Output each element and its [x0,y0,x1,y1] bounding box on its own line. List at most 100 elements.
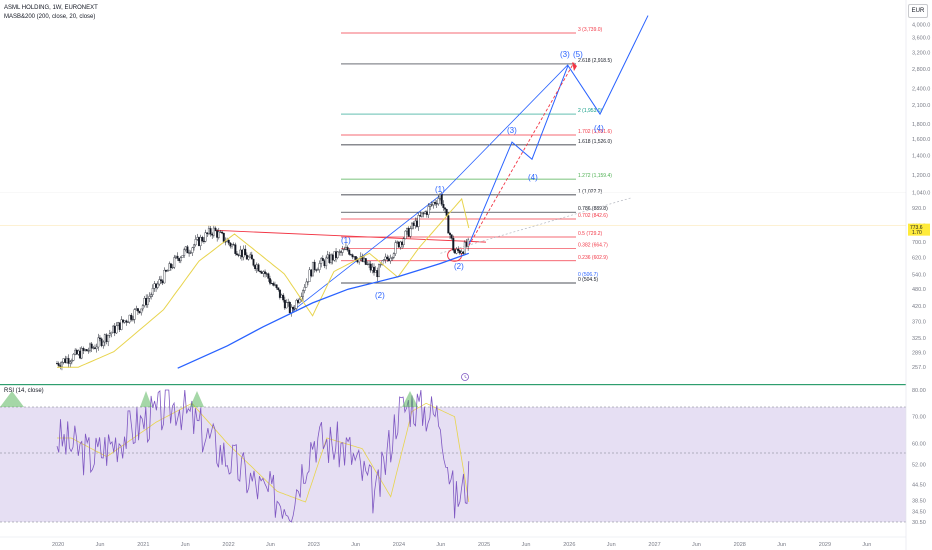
candle-body [315,269,318,271]
candle-body [260,271,263,274]
wave-label: (2) [375,291,385,300]
price-tick-label: 620.0 [912,255,926,261]
rsi-overbought-fill [190,391,204,407]
candle-body [254,265,257,270]
candle-body [424,211,427,214]
projection-path [468,15,649,246]
rsi-legend[interactable]: RSI (14, close) [4,388,44,394]
candle-body [140,308,143,314]
time-tick-label: 2024 [393,542,405,548]
candle-body [402,238,405,245]
candle-body [207,228,210,234]
drawings[interactable] [213,194,633,313]
candle-body [420,213,423,217]
rsi-line [56,389,470,523]
candle-body [307,281,309,283]
rsi-tick-label: 60.00 [912,441,926,447]
candle-body [94,347,96,349]
candle-body [97,337,100,348]
candle-body [463,241,466,254]
candle-body [391,257,394,259]
candle-body [204,232,207,242]
time-tick-label: Jun [96,542,105,548]
candle-body [412,222,415,226]
candle-body [82,348,85,351]
candle-body [427,206,430,215]
candle-body [338,251,341,253]
fib-label: 0.382 (664.7) [578,243,608,249]
candle-body [227,239,230,244]
candle-body [425,211,428,215]
candle-body [98,337,101,340]
candle-body [138,310,141,314]
candle-body [115,325,118,334]
candle-body [379,264,382,266]
candles [56,192,470,371]
price-tick-label: 480.0 [912,287,926,293]
candle-body [67,358,70,364]
candle-body [102,341,105,346]
candle-body [191,247,194,253]
candle-body [209,228,212,235]
time-tick-label: Jun [436,542,445,548]
candle-body [65,358,68,363]
candle-body [273,284,276,286]
candle-body [278,289,281,298]
candle-body [371,266,374,271]
rsi-pane[interactable] [0,389,906,523]
time-tick-label: 2021 [137,542,149,548]
price-tick-label: 4,000.0 [912,23,930,29]
fib-levels[interactable]: 3 (3,739.0) 2.618 (2,918.5) 2 (1,953.0) 1.7… [0,27,906,284]
candle-body [100,338,103,346]
candle-body [320,258,323,264]
candle-body [437,198,440,205]
candle-body [269,278,271,284]
candle-body [333,251,336,261]
candle-body [206,232,209,234]
fib-label: 1 (1,022.2) [578,189,603,195]
candle-body [354,256,357,260]
candle-body [231,244,233,247]
candle-body [171,267,174,269]
candle-body [374,270,377,273]
clock-icon-hands [464,375,467,379]
time-tick-label: 2023 [308,542,320,548]
candle-body [153,283,156,289]
candle-body [267,273,270,279]
candle-body [255,264,258,270]
candle-body [290,306,293,314]
candle-body [455,248,458,254]
time-tick-label: Jun [351,542,360,548]
candle-body [404,230,407,239]
currency-button[interactable]: EUR [908,4,928,18]
candle-body [407,227,410,237]
candle-body [264,271,267,274]
rsi-tick-label: 30.50 [912,520,926,526]
price-tick-label: 3,600.0 [912,36,930,42]
candle-body [131,319,134,321]
candle-body [118,322,121,330]
candle-body [69,361,72,364]
price-tick-label: 1,200.0 [912,173,930,179]
candle-body [113,325,116,334]
wave-projection[interactable]: (1)(2)(1)(2)(3)(4)(3) (5)(4) [341,15,649,300]
candle-body [247,256,250,260]
candle-body [323,260,326,267]
candle-body [214,227,217,232]
candle-body [229,242,232,247]
candle-body [275,284,278,288]
rsi-tick-label: 44.50 [912,483,926,489]
candle-body [277,287,280,291]
candle-body [326,254,329,259]
candle-body [295,300,298,309]
time-tick-label: Jun [777,542,786,548]
candle-body [285,302,288,309]
price-tick-label: 2,800.0 [912,67,930,73]
candle-body [189,252,192,254]
indicator-legend[interactable]: MASB&200 (200, close, 20, close) [4,14,96,20]
candle-body [110,332,113,334]
candle-body [148,296,151,299]
